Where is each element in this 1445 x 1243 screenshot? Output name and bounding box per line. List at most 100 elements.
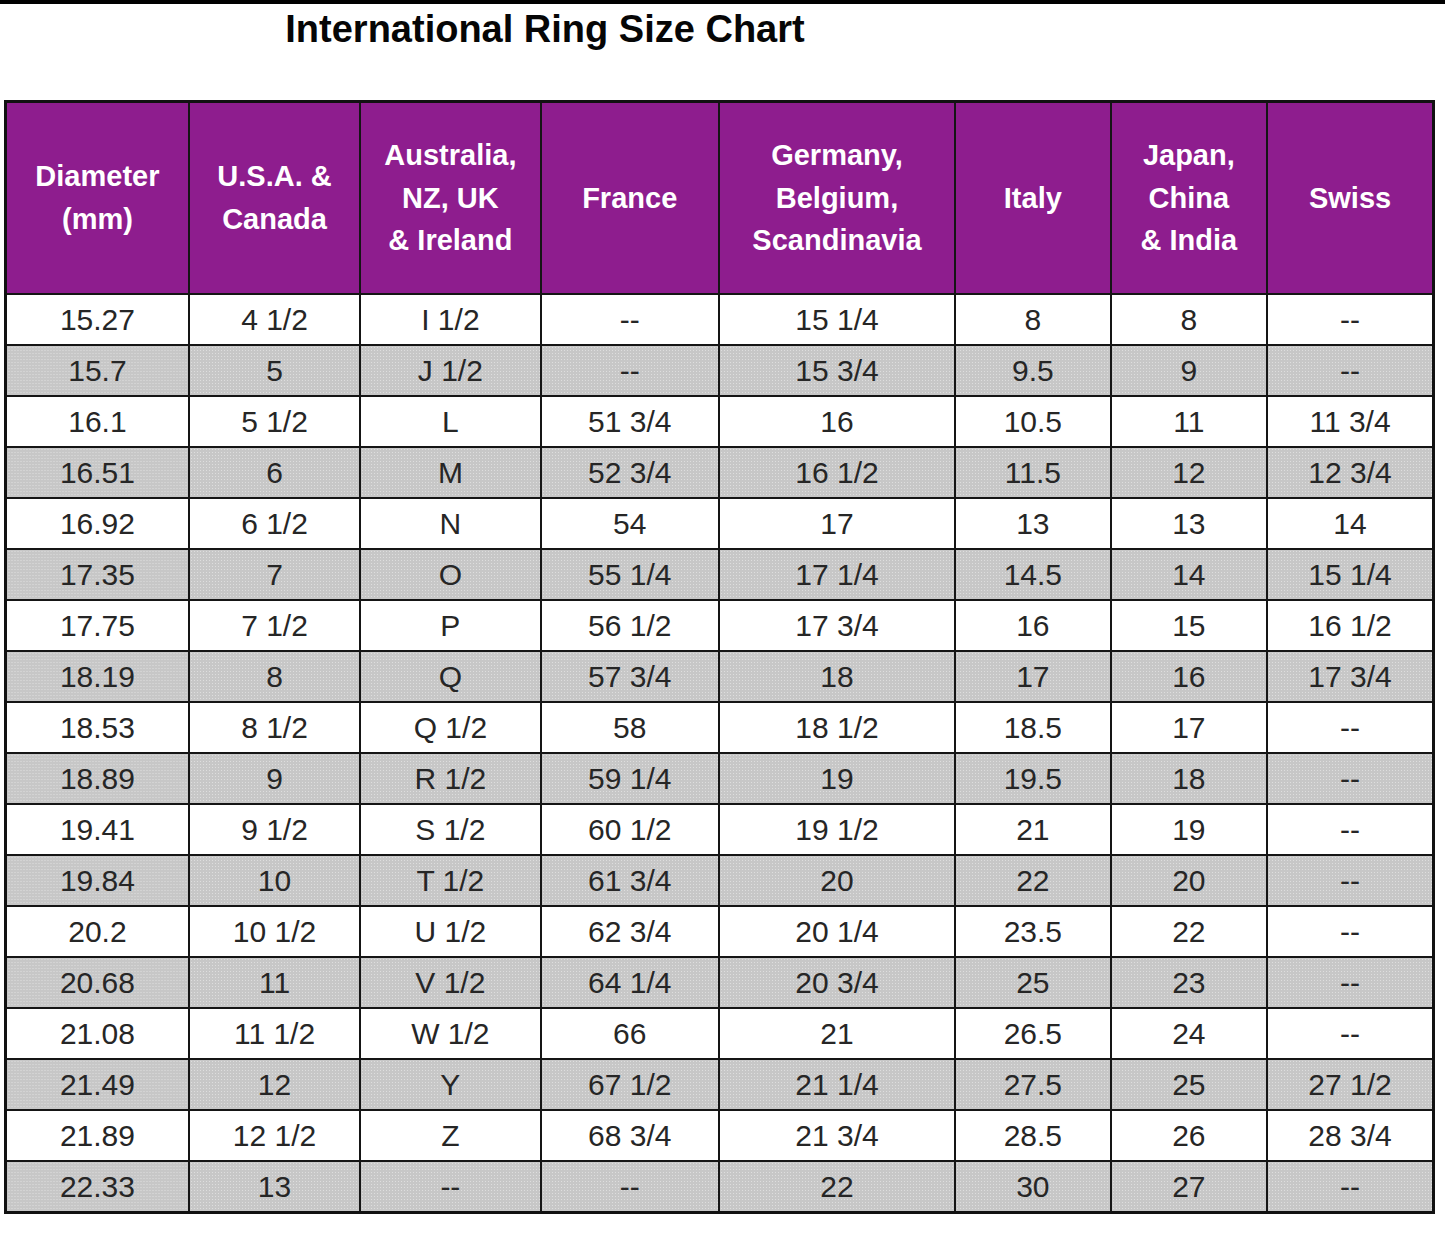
cell: L bbox=[360, 396, 540, 447]
column-header: Italy bbox=[955, 102, 1111, 295]
table-row: 18.198Q57 3/418171617 3/4 bbox=[6, 651, 1434, 702]
cell: 62 3/4 bbox=[541, 906, 719, 957]
cell: 59 1/4 bbox=[541, 753, 719, 804]
cell: 20 bbox=[719, 855, 955, 906]
cell: 16 1/2 bbox=[1267, 600, 1433, 651]
cell: 22.33 bbox=[6, 1161, 189, 1213]
cell: -- bbox=[1267, 702, 1433, 753]
cell: 7 1/2 bbox=[189, 600, 360, 651]
ring-size-table: Diameter (mm)U.S.A. & CanadaAustralia, N… bbox=[4, 100, 1435, 1214]
cell: R 1/2 bbox=[360, 753, 540, 804]
cell: 17 1/4 bbox=[719, 549, 955, 600]
cell: -- bbox=[1267, 804, 1433, 855]
table-row: 21.8912 1/2Z68 3/421 3/428.52628 3/4 bbox=[6, 1110, 1434, 1161]
cell: 22 bbox=[955, 855, 1111, 906]
cell: 8 1/2 bbox=[189, 702, 360, 753]
cell: 16.51 bbox=[6, 447, 189, 498]
cell: 18 bbox=[1111, 753, 1268, 804]
cell: 22 bbox=[1111, 906, 1268, 957]
cell: 15 3/4 bbox=[719, 345, 955, 396]
cell: 12 bbox=[189, 1059, 360, 1110]
cell: 4 1/2 bbox=[189, 294, 360, 345]
cell: 16.1 bbox=[6, 396, 189, 447]
cell: 10 1/2 bbox=[189, 906, 360, 957]
cell: 22 bbox=[719, 1161, 955, 1213]
cell: 17 3/4 bbox=[719, 600, 955, 651]
cell: 20 1/4 bbox=[719, 906, 955, 957]
cell: 54 bbox=[541, 498, 719, 549]
cell: 18.19 bbox=[6, 651, 189, 702]
cell: 27.5 bbox=[955, 1059, 1111, 1110]
cell: W 1/2 bbox=[360, 1008, 540, 1059]
cell: 14 bbox=[1111, 549, 1268, 600]
cell: -- bbox=[1267, 957, 1433, 1008]
cell: 25 bbox=[1111, 1059, 1268, 1110]
cell: 9 bbox=[1111, 345, 1268, 396]
cell: 15 1/4 bbox=[719, 294, 955, 345]
table-row: 21.0811 1/2W 1/2662126.524-- bbox=[6, 1008, 1434, 1059]
table-row: 19.419 1/2S 1/260 1/219 1/22119-- bbox=[6, 804, 1434, 855]
cell: 7 bbox=[189, 549, 360, 600]
table-row: 21.4912Y67 1/221 1/427.52527 1/2 bbox=[6, 1059, 1434, 1110]
cell: 14.5 bbox=[955, 549, 1111, 600]
cell: 6 bbox=[189, 447, 360, 498]
cell: 16 bbox=[719, 396, 955, 447]
cell: 21 bbox=[719, 1008, 955, 1059]
cell: 20 3/4 bbox=[719, 957, 955, 1008]
cell: 27 bbox=[1111, 1161, 1268, 1213]
table-row: 20.6811V 1/264 1/420 3/42523-- bbox=[6, 957, 1434, 1008]
cell: 8 bbox=[955, 294, 1111, 345]
cell: 15 1/4 bbox=[1267, 549, 1433, 600]
cell: 18.5 bbox=[955, 702, 1111, 753]
cell: 10.5 bbox=[955, 396, 1111, 447]
cell: 60 1/2 bbox=[541, 804, 719, 855]
cell: -- bbox=[1267, 1161, 1433, 1213]
cell: 20 bbox=[1111, 855, 1268, 906]
cell: -- bbox=[541, 294, 719, 345]
cell: 25 bbox=[955, 957, 1111, 1008]
cell: 17 bbox=[955, 651, 1111, 702]
cell: -- bbox=[1267, 906, 1433, 957]
cell: 26.5 bbox=[955, 1008, 1111, 1059]
cell: 66 bbox=[541, 1008, 719, 1059]
cell: Y bbox=[360, 1059, 540, 1110]
cell: 12 bbox=[1111, 447, 1268, 498]
table-row: 15.75J 1/2--15 3/49.59-- bbox=[6, 345, 1434, 396]
header-row: Diameter (mm)U.S.A. & CanadaAustralia, N… bbox=[6, 102, 1434, 295]
cell: 18 bbox=[719, 651, 955, 702]
table-header: Diameter (mm)U.S.A. & CanadaAustralia, N… bbox=[6, 102, 1434, 295]
cell: 20.68 bbox=[6, 957, 189, 1008]
cell: -- bbox=[360, 1161, 540, 1213]
cell: 21 1/4 bbox=[719, 1059, 955, 1110]
cell: -- bbox=[541, 1161, 719, 1213]
cell: 19 1/2 bbox=[719, 804, 955, 855]
cell: 8 bbox=[189, 651, 360, 702]
cell: 15 bbox=[1111, 600, 1268, 651]
cell: N bbox=[360, 498, 540, 549]
cell: 51 3/4 bbox=[541, 396, 719, 447]
table-row: 17.357O55 1/417 1/414.51415 1/4 bbox=[6, 549, 1434, 600]
table-row: 19.8410T 1/261 3/4202220-- bbox=[6, 855, 1434, 906]
cell: 68 3/4 bbox=[541, 1110, 719, 1161]
table-row: 17.757 1/2P56 1/217 3/4161516 1/2 bbox=[6, 600, 1434, 651]
cell: 23.5 bbox=[955, 906, 1111, 957]
cell: 28.5 bbox=[955, 1110, 1111, 1161]
table-body: 15.274 1/2I 1/2--15 1/488--15.75J 1/2--1… bbox=[6, 294, 1434, 1213]
column-header: Diameter (mm) bbox=[6, 102, 189, 295]
cell: 8 bbox=[1111, 294, 1268, 345]
cell: Z bbox=[360, 1110, 540, 1161]
cell: 16.92 bbox=[6, 498, 189, 549]
cell: 21 bbox=[955, 804, 1111, 855]
cell: 15.27 bbox=[6, 294, 189, 345]
cell: Q bbox=[360, 651, 540, 702]
cell: 52 3/4 bbox=[541, 447, 719, 498]
cell: 5 bbox=[189, 345, 360, 396]
cell: 18 1/2 bbox=[719, 702, 955, 753]
cell: -- bbox=[1267, 345, 1433, 396]
cell: -- bbox=[1267, 294, 1433, 345]
cell: -- bbox=[1267, 855, 1433, 906]
cell: 21.49 bbox=[6, 1059, 189, 1110]
table-row: 16.15 1/2L51 3/41610.51111 3/4 bbox=[6, 396, 1434, 447]
cell: 28 3/4 bbox=[1267, 1110, 1433, 1161]
column-header: Australia, NZ, UK & Ireland bbox=[360, 102, 540, 295]
